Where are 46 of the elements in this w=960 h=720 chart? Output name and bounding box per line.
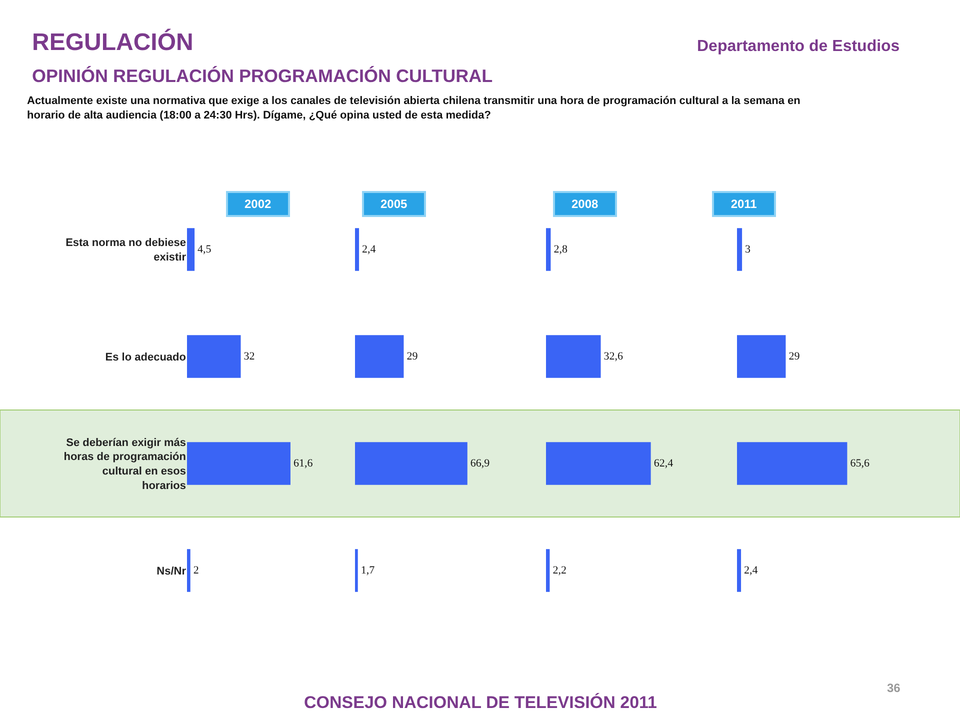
data-label: 32,6: [604, 350, 624, 362]
text: OPINIÓN REGULACIÓN PROGRAMACIÓN CULTURAL: [32, 66, 493, 86]
text: Departamento de Estudios: [697, 38, 900, 55]
data-label: 29: [788, 350, 800, 362]
bar: [737, 442, 848, 485]
bar: [355, 335, 404, 378]
data-label: 3: [745, 244, 752, 256]
data-label: 61,6: [293, 458, 314, 470]
chart-title: 2002: [244, 197, 272, 211]
bar: [355, 442, 468, 485]
bar: [546, 228, 551, 271]
data-label: 32: [244, 350, 255, 362]
data-label: 2,8: [554, 244, 568, 256]
data-label: 1,7: [360, 564, 376, 576]
data-label: 4,5: [198, 244, 212, 256]
bar: [737, 228, 742, 271]
bar: [546, 335, 601, 378]
chart-title: 2005: [380, 197, 408, 211]
text: Actualmente existe una normativa que exige a los canales de televisión abierta chilena transmitir una hora de programación cultural a la semana en horario de alta audiencia (18:00 a 24:30 Hrs). Dígame, ¿Qué opina usted de esta medida?: [27, 95, 801, 122]
bar: [187, 549, 190, 592]
data-label: 2: [193, 564, 199, 576]
data-label: 65,6: [850, 458, 870, 470]
bar: [355, 549, 358, 592]
y-tick-label: Esta norma no debiese existir: [66, 237, 187, 264]
data-label: 66,9: [470, 458, 490, 470]
bar: [187, 442, 290, 485]
chart-title: 2011: [730, 197, 758, 211]
y-tick-label: Ns/Nr: [156, 565, 187, 578]
data-label: 2,2: [552, 564, 566, 576]
bar: [546, 442, 651, 485]
bar: [546, 549, 550, 592]
bar: [737, 335, 786, 378]
data-label: 29: [406, 350, 418, 362]
text: 36: [887, 681, 901, 695]
chart-title: 2008: [571, 197, 599, 211]
y-tick-label: Se deberían exigir más horas de programación cultural en esos horarios: [64, 436, 186, 492]
data-label: 2,4: [362, 244, 376, 256]
y-tick-label: Es lo adecuado: [105, 351, 186, 364]
data-label: 62,4: [654, 458, 674, 470]
data-label: 2,4: [744, 564, 758, 576]
bar: [187, 335, 241, 378]
bar: [187, 228, 195, 271]
bar: [737, 549, 742, 592]
bar: [355, 228, 360, 271]
text: REGULACIÓN: [32, 28, 194, 56]
text: CONSEJO NACIONAL DE TELEVISIÓN 2011: [304, 692, 657, 712]
